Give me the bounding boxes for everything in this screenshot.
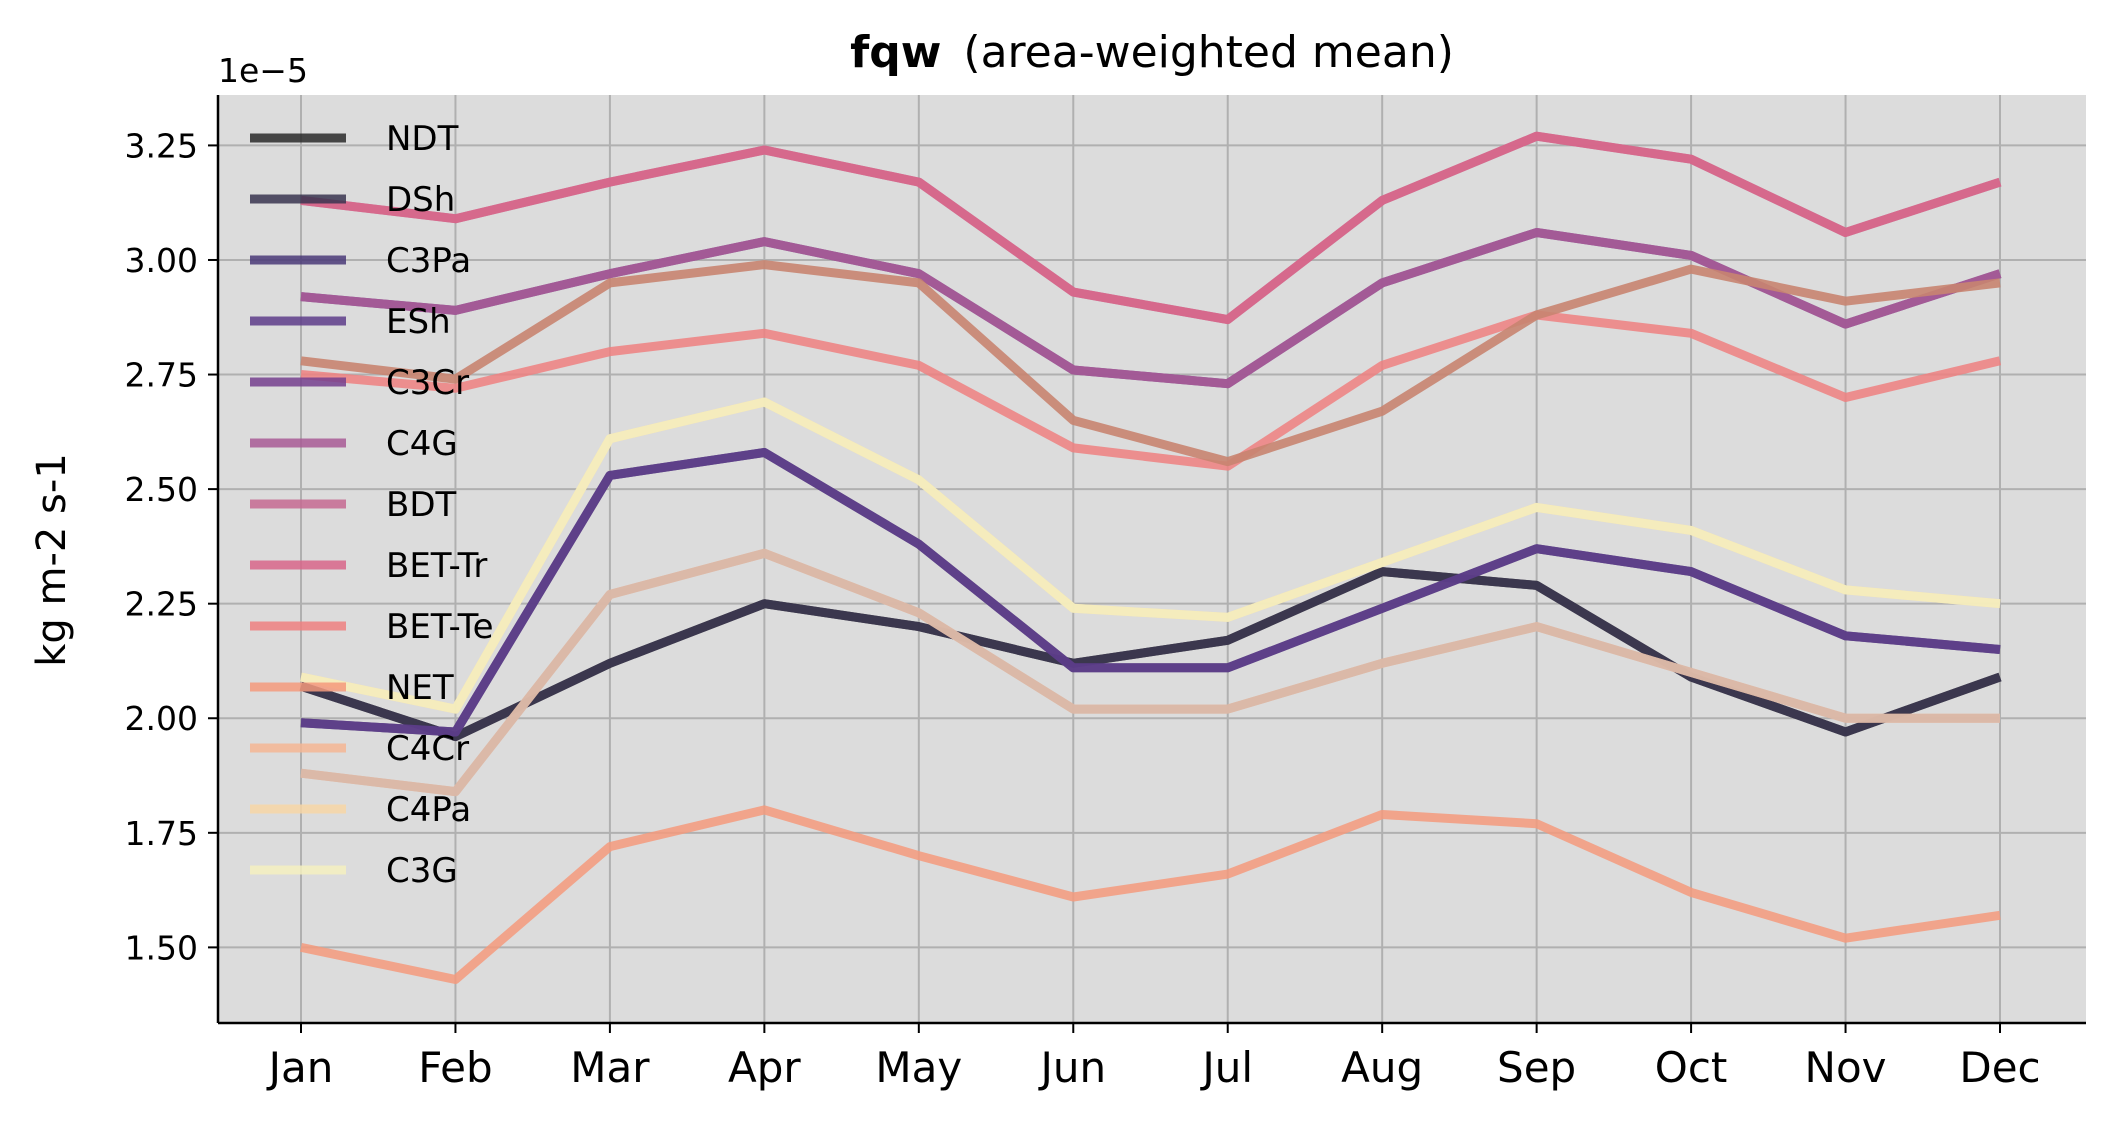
x-tick-label: Aug — [1341, 1043, 1423, 1092]
chart-title-rest: (area-weighted mean) — [963, 27, 1453, 78]
x-tick-label: Jul — [1199, 1043, 1253, 1092]
legend-label: DSh — [386, 180, 455, 220]
x-tick-label: Apr — [728, 1043, 801, 1092]
legend-label: BET-Te — [386, 607, 494, 647]
x-tick-label: Mar — [570, 1043, 650, 1092]
y-tick-label: 3.25 — [125, 126, 198, 165]
x-tick-label: May — [875, 1043, 962, 1092]
legend-label: C3Pa — [386, 241, 471, 281]
series-line-esh — [300, 448, 2001, 737]
legend: NDT DSh C3Pa ESh C3Cr C4G BDT BET-Tr BET-Te NET C4… — [250, 119, 494, 891]
legend-label: BET-Tr — [386, 546, 487, 586]
series-line-c4g — [300, 228, 2002, 389]
legend-label: C4Cr — [386, 729, 469, 769]
x-tick-label: Feb — [418, 1043, 492, 1092]
series-line-bet-tr — [300, 131, 2002, 325]
y-tick-label: 1.75 — [125, 814, 198, 853]
y-tick-label: 2.00 — [125, 699, 198, 738]
series-line-net — [300, 805, 2001, 984]
x-tick-label: Nov — [1805, 1043, 1887, 1092]
legend-label: C3Cr — [386, 363, 469, 403]
series-line-dsh — [299, 567, 2002, 742]
x-ticks: Jan Feb Mar Apr May Jun Jul Aug Sep Oct Nov Dec — [266, 1023, 2041, 1092]
chart-title: fqw (area-weighted mean) — [850, 27, 1454, 78]
grid — [218, 95, 2086, 1023]
series-line-c3g — [300, 397, 2001, 714]
x-tick-label: Sep — [1497, 1043, 1576, 1092]
legend-label: BDT — [386, 485, 457, 525]
legend-label: NET — [386, 668, 454, 708]
x-tick-label: Jun — [1037, 1043, 1106, 1092]
y-tick-label: 2.25 — [125, 585, 198, 624]
series-line-bet-te — [300, 310, 2002, 471]
series-line-overlap — [300, 260, 2001, 467]
legend-label: ESh — [386, 302, 451, 342]
x-tick-label: Oct — [1655, 1043, 1728, 1092]
y-tick-label: 1.50 — [125, 928, 198, 967]
chart-title-bold: fqw — [850, 27, 941, 78]
y-ticks: 1.50 1.75 2.00 2.25 2.50 2.75 3.00 3.25 — [125, 126, 218, 967]
x-tick-label: Jan — [266, 1043, 334, 1092]
legend-label: NDT — [386, 119, 459, 159]
legend-label: C4Pa — [386, 790, 471, 830]
x-tick-label: Dec — [1959, 1043, 2040, 1092]
legend-label: C3G — [386, 851, 458, 891]
y-tick-label: 2.50 — [125, 470, 198, 509]
series-lines — [299, 131, 2002, 984]
y-tick-label: 2.75 — [125, 356, 198, 395]
y-axis-label: kg m-2 s-1 — [29, 453, 75, 667]
legend-label: C4G — [386, 424, 458, 464]
series-line-overlap — [300, 548, 2000, 797]
y-tick-label: 3.00 — [125, 241, 198, 280]
y-offset-label: 1e−5 — [218, 51, 308, 90]
